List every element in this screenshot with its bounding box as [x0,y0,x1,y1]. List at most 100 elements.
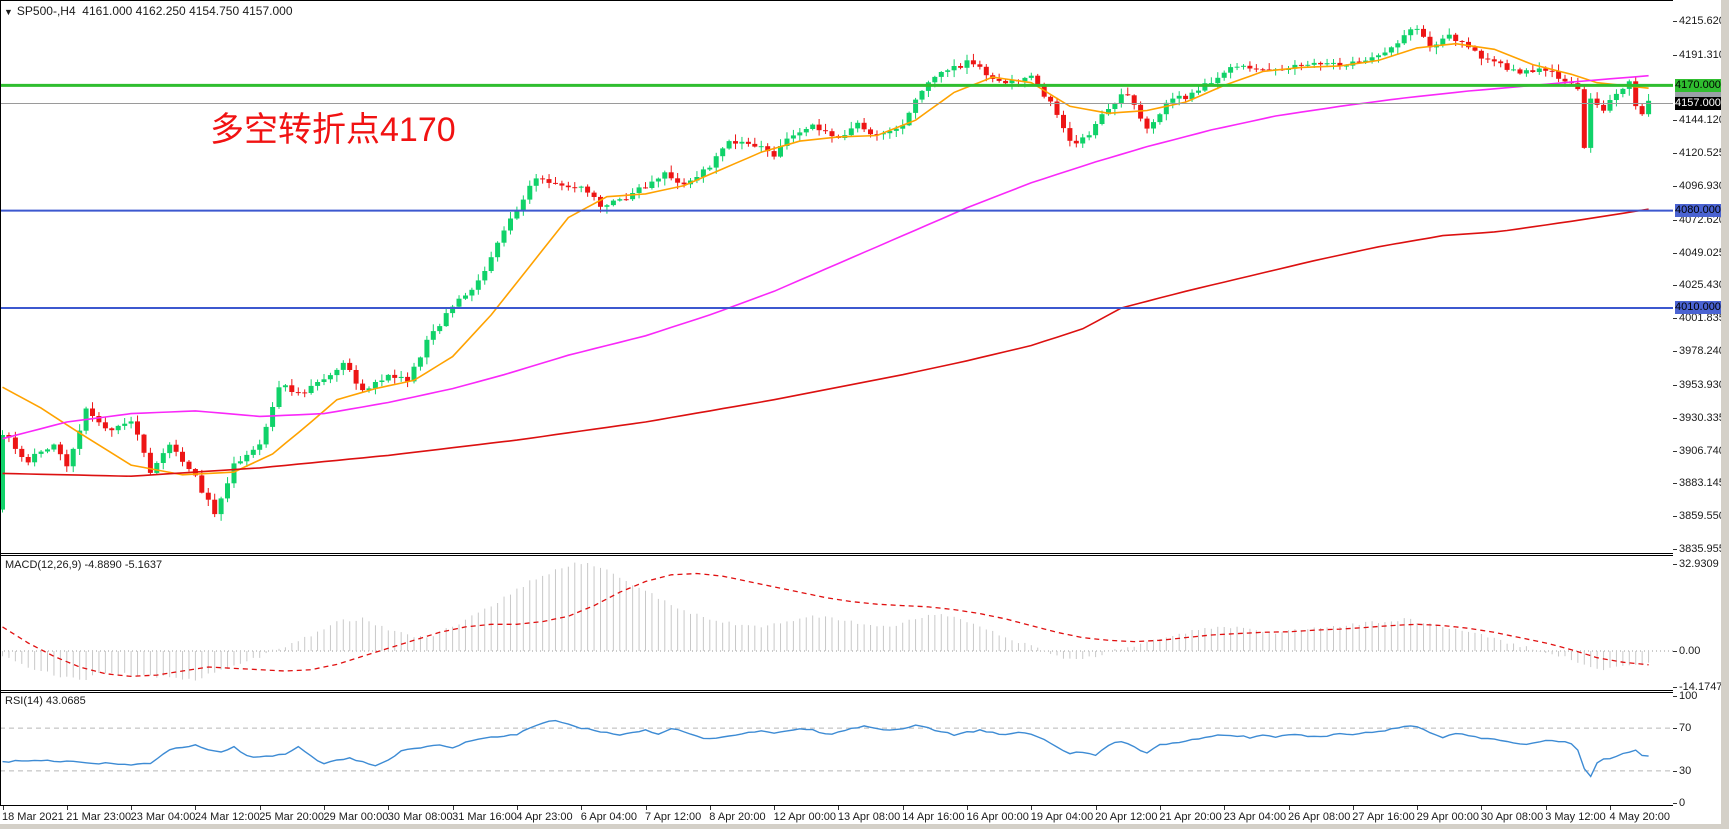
candle-body [257,444,263,450]
candle-body [1067,128,1073,141]
panel-border [0,555,1673,556]
candle-body [868,129,873,135]
candle-body [302,392,308,394]
time-axis-label: 6 Apr 04:00 [580,811,637,823]
candle-body [945,70,951,72]
candle-body [1581,89,1587,148]
price-chart-canvas[interactable] [0,0,1673,553]
candle-body [1498,61,1504,64]
axis-tick-mark [1673,687,1677,688]
candle-body [1035,75,1041,85]
time-axis-label: 21 Mar 23:00 [66,811,132,823]
collapse-icon[interactable]: ▼ [4,7,13,17]
candle-body [533,178,539,186]
candle-body [1421,28,1426,37]
candle-body [508,218,513,231]
candle-body [527,185,533,200]
rsi-tick-label: 70 [1679,722,1692,734]
axis-tick-mark [1673,564,1677,565]
candle-body [977,64,983,67]
candle-body [810,124,816,129]
candle-body [1414,28,1420,30]
candle-body [610,200,616,206]
price-level-badge: 4170.000 [1675,79,1721,92]
macd-canvas[interactable] [0,556,1673,690]
candle-body [315,382,321,386]
price-tick-label: 4072.620 [1679,214,1725,226]
rsi-label: RSI(14) 43.0685 [5,695,86,707]
ma-slow-red-line [2,208,1649,478]
ma-mid-magenta-line [2,74,1649,440]
candle-body [45,449,50,452]
candle-body [1003,80,1009,84]
candle-body [327,375,333,380]
time-axis-label: 27 Apr 16:00 [1352,811,1415,823]
candle-body [649,181,655,188]
candle-body [1446,34,1452,39]
candle-body [1241,65,1246,67]
axis-tick-mark [1673,418,1677,419]
axis-tick-mark [1673,253,1677,254]
candle-body [540,178,546,180]
candle-body [1170,98,1176,103]
candle-body [1305,64,1311,66]
axis-tick-mark [1673,771,1677,772]
price-tick-label: 4215.620 [1679,15,1725,27]
candle-body [1491,59,1497,62]
candle-body [546,179,552,183]
price-tick-label: 4025.430 [1679,279,1725,291]
axis-tick-mark [1673,220,1677,221]
candle-body [1151,122,1156,129]
price-tick-label: 4191.310 [1679,49,1725,61]
axis-tick-mark [1673,285,1677,286]
candle-body [231,463,237,484]
candle-body [816,124,822,131]
window-bottom-edge [0,824,1729,829]
candle-body [128,421,134,424]
candle-body [334,369,340,376]
candle-body [829,131,835,137]
candle-body [1562,78,1568,82]
price-tick-label: 4120.525 [1679,147,1725,159]
rsi-line [2,719,1649,778]
candle-body [1440,38,1446,45]
candle-body [726,141,732,149]
candle-body [1504,63,1510,70]
candle-body [1478,50,1484,59]
candle-body [392,374,398,378]
candle-body [1613,93,1619,100]
time-tick-mark [66,806,68,810]
ma-fast-orange-line [2,42,1649,476]
time-axis-label: 12 Apr 00:00 [773,811,836,823]
candle-body [488,257,494,271]
candle-body [1523,70,1529,74]
candle-body [19,448,25,457]
candle-body [733,141,738,144]
candle-body [681,182,687,185]
axis-tick-mark [1673,385,1677,386]
candle-body [263,426,269,445]
candle-body [90,408,95,416]
candle-body [559,183,565,186]
time-axis-label: 13 Apr 08:00 [837,811,901,823]
time-axis-label: 24 Mar 12:00 [194,811,260,823]
rsi-canvas[interactable] [0,692,1673,805]
macd-signal-line [2,572,1649,678]
time-axis: 18 Mar 2021 21 Mar 23:00 23 Mar 04:00 24 Ma… [0,806,1673,824]
price-tick-label: 4096.930 [1679,180,1725,192]
candle-body [797,132,803,136]
axis-tick-mark [1673,21,1677,22]
candle-body [347,362,353,370]
candle-body [437,326,443,332]
time-tick-mark [1545,806,1547,810]
time-axis-label: 30 Apr 08:00 [1480,811,1544,823]
candle-body [1048,96,1054,102]
axis-tick-mark [1673,728,1677,729]
time-axis-label: 21 Apr 20:00 [1159,811,1222,823]
vertical-scrollbar[interactable] [1721,0,1729,829]
time-tick-mark [774,806,776,810]
price-tick-label: 4049.025 [1679,247,1725,259]
candle-body [1298,64,1304,66]
candle-body [964,60,970,68]
candle-body [147,452,153,473]
